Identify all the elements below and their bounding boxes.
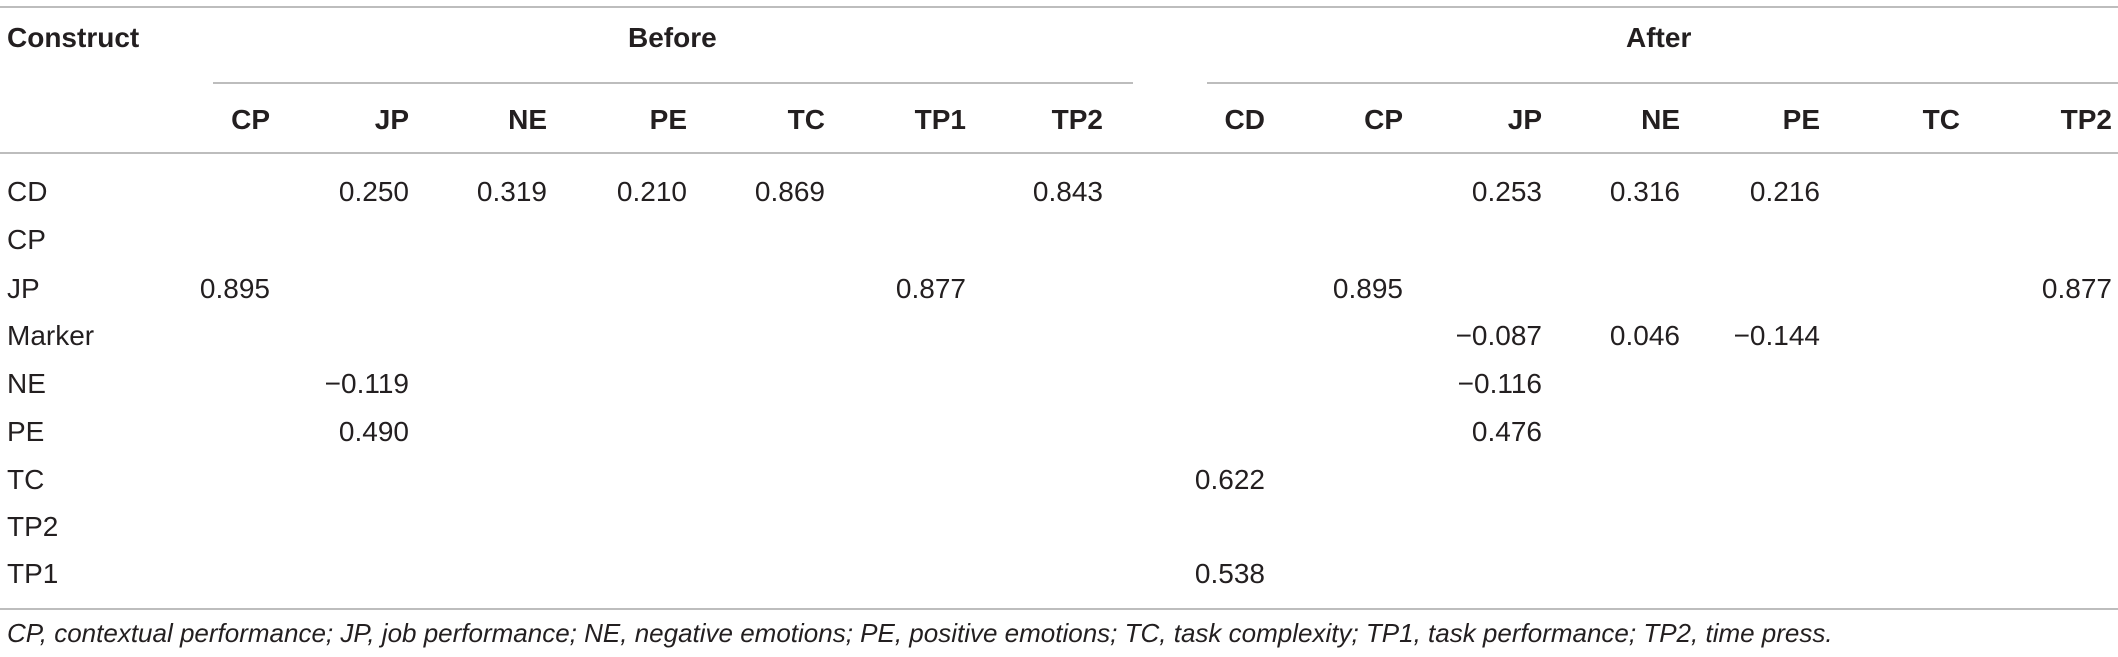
row-label: CD (7, 176, 48, 207)
table-cell: 0.895 (199, 273, 270, 304)
table-cell: 0.319 (476, 176, 547, 207)
table-cell: 0.877 (895, 273, 966, 304)
row-label: TP2 (7, 511, 59, 542)
table-cell: 0.253 (1471, 176, 1542, 207)
row-label: TP1 (7, 558, 59, 589)
column-header: NE (508, 104, 547, 135)
column-header: NE (1641, 104, 1680, 135)
table-cell: 0.869 (754, 176, 825, 207)
column-header: CP (231, 104, 270, 135)
row-label: JP (7, 273, 40, 304)
table-cell: 0.216 (1749, 176, 1820, 207)
table-cell: −0.144 (1733, 320, 1820, 351)
table-cell: 0.476 (1471, 416, 1542, 447)
table-cell: −0.116 (1457, 368, 1542, 399)
table-cell: 0.843 (1032, 176, 1103, 207)
row-label: PE (7, 416, 45, 447)
table-cell: 0.538 (1194, 558, 1265, 589)
column-header: CP (1364, 104, 1403, 135)
column-header: JP (1507, 104, 1542, 135)
column-header: TP2 (1051, 104, 1103, 135)
table-cell: 0.210 (616, 176, 687, 207)
column-header: TC (1922, 104, 1960, 135)
row-label: Marker (7, 320, 95, 351)
row-label: NE (7, 368, 46, 399)
column-header: PE (649, 104, 687, 135)
table-cell: −0.119 (324, 368, 409, 399)
column-header: TP1 (914, 104, 966, 135)
column-header: TP2 (2060, 104, 2112, 135)
column-header: CD (1224, 104, 1265, 135)
table-cell: 0.250 (338, 176, 409, 207)
table-cell: 0.895 (1332, 273, 1403, 304)
column-header: PE (1782, 104, 1820, 135)
row-label: CP (7, 224, 46, 255)
group-header-after: After (1626, 22, 1692, 53)
table-bottom-rule (0, 608, 2118, 610)
construct-header: Construct (7, 22, 140, 53)
table-top-rule (0, 6, 2118, 8)
table-footnote: CP, contextual performance; JP, job perf… (7, 618, 1833, 648)
table-cell: 0.622 (1194, 464, 1265, 495)
group-header-before: Before (628, 22, 717, 53)
table-cell: 0.877 (2041, 273, 2112, 304)
table-cell: −0.087 (1455, 320, 1542, 351)
after-group-rule (1207, 82, 2118, 84)
header-bottom-rule (0, 152, 2118, 154)
table-cell: 0.316 (1609, 176, 1680, 207)
before-group-rule (213, 82, 1133, 84)
row-label: TC (7, 464, 45, 495)
column-header: JP (374, 104, 409, 135)
column-header: TC (787, 104, 825, 135)
table-cell: 0.490 (338, 416, 409, 447)
table-cell: 0.046 (1609, 320, 1680, 351)
